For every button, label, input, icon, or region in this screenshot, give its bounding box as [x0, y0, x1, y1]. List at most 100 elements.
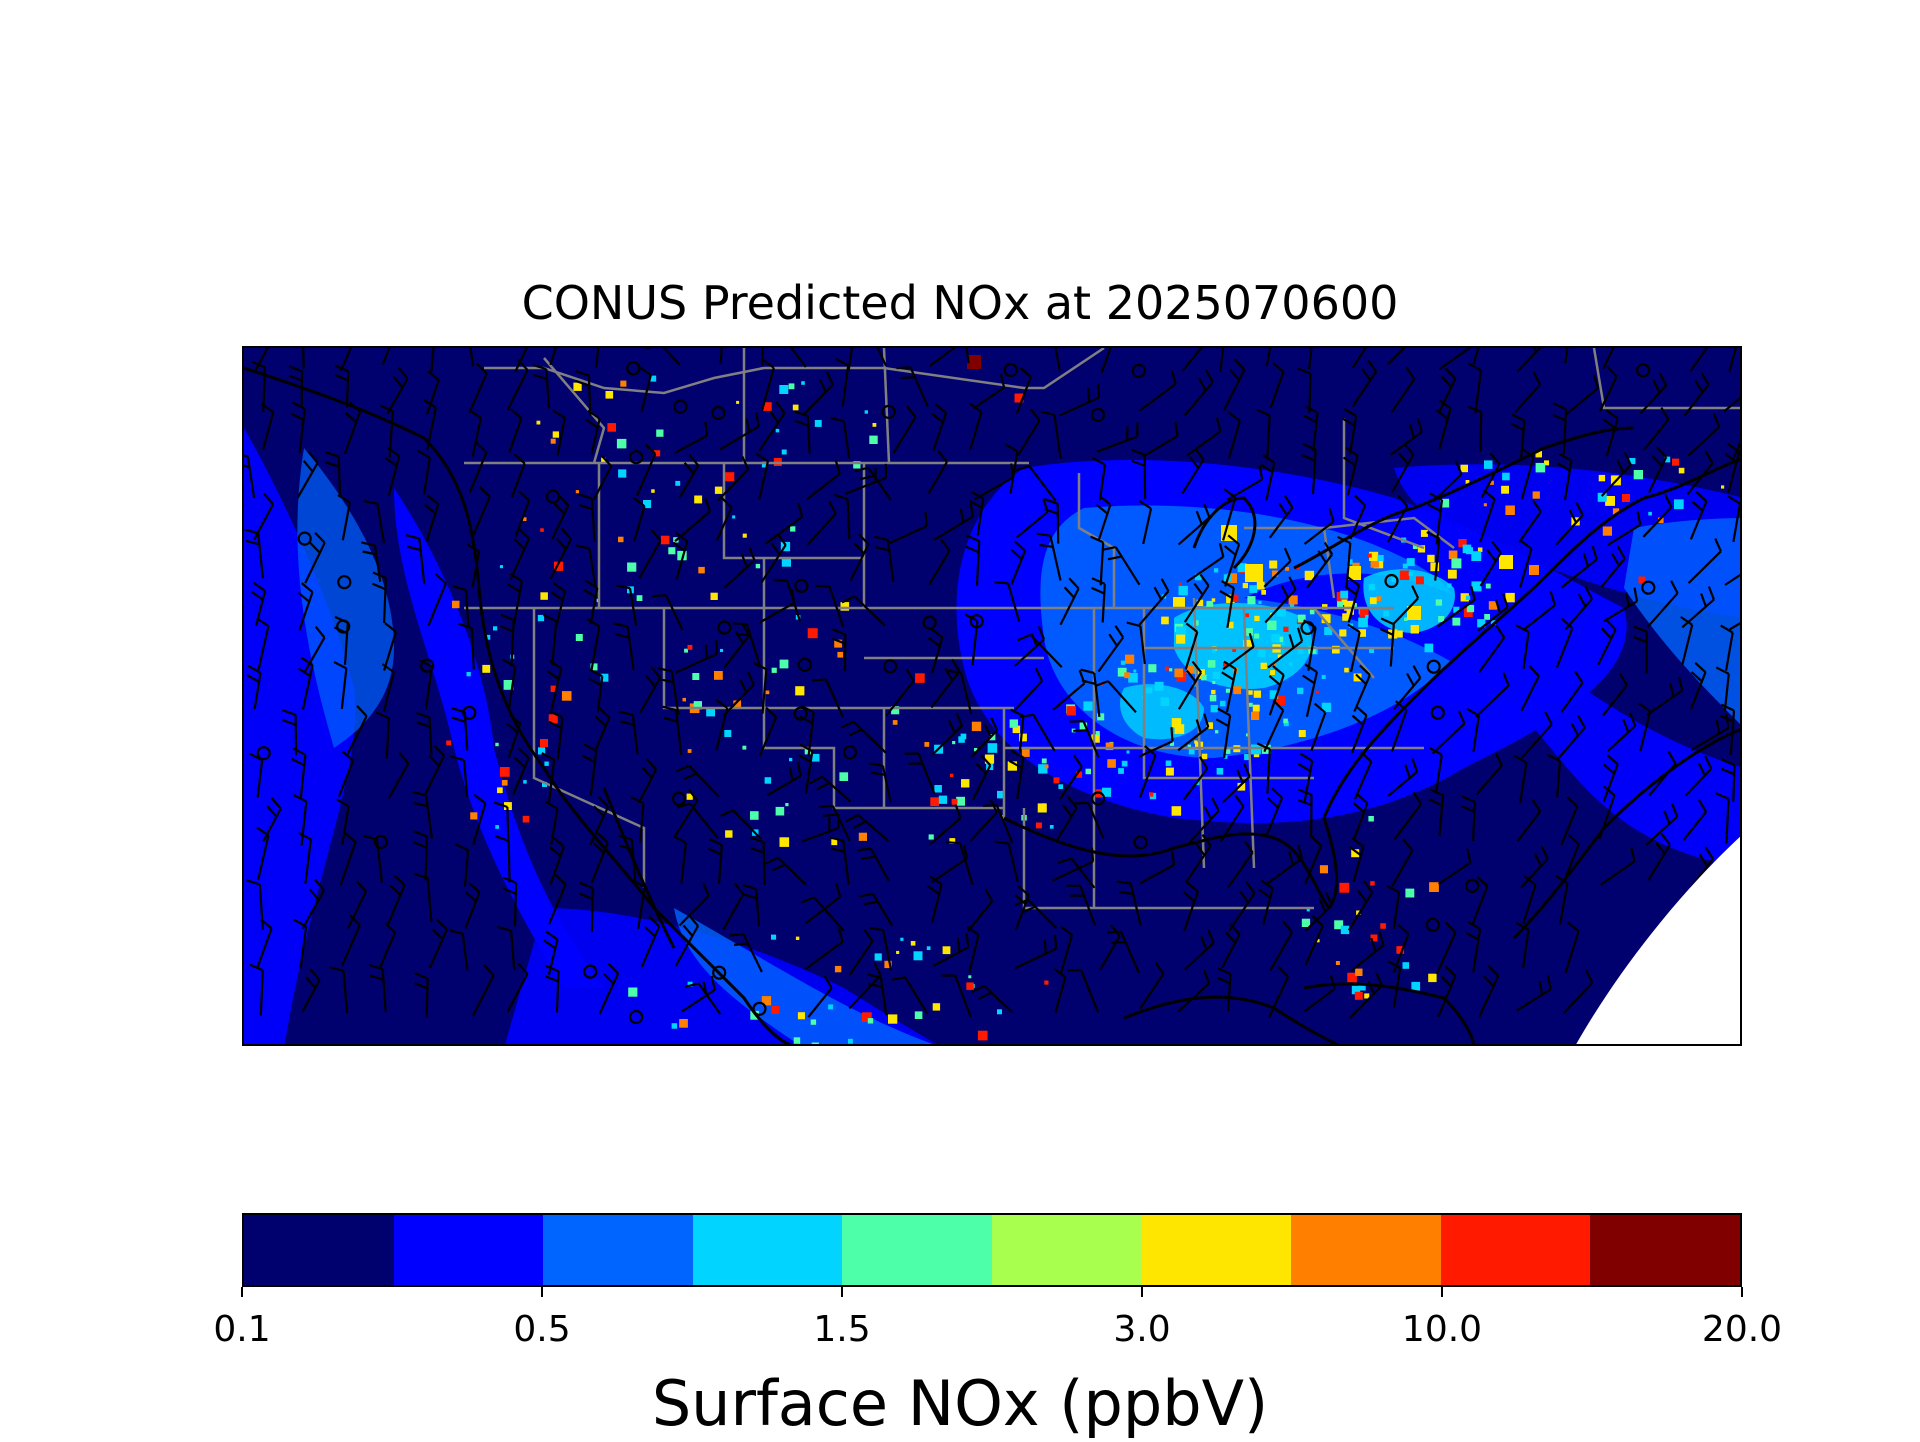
wind-barb-flag	[660, 679, 674, 682]
nox-hotspot	[1721, 485, 1724, 488]
wind-barb-flag	[941, 540, 950, 551]
wind-barb-flag	[484, 965, 493, 975]
nox-hotspot	[1428, 974, 1436, 982]
wind-barb-flag	[589, 679, 601, 686]
wind-barb-staff	[507, 807, 508, 844]
wind-barb-flag	[799, 755, 811, 762]
wind-barb-flag	[433, 929, 443, 939]
nox-hotspot	[1050, 825, 1054, 829]
wind-barb-staff	[653, 348, 680, 365]
wind-barb-flag	[748, 672, 754, 685]
nox-hotspot	[893, 720, 898, 725]
wind-barb-flag	[1217, 978, 1230, 984]
nox-hotspot	[493, 626, 497, 630]
wind-barb-flag	[1441, 977, 1451, 987]
wind-barb-flag	[823, 815, 837, 816]
wind-barb-flag	[415, 973, 428, 978]
nox-hotspot	[1261, 590, 1266, 595]
nox-hotspot	[1411, 982, 1420, 991]
nox-hotspot	[742, 746, 746, 750]
wind-barb-staff	[833, 806, 850, 841]
wind-barb-staff	[844, 421, 849, 458]
wind-barb-staff	[1392, 850, 1412, 886]
wind-barb-flag	[1661, 408, 1668, 420]
wind-barb-flag	[345, 833, 356, 842]
wind-barb-flag	[876, 547, 890, 550]
wind-barb-flag	[664, 718, 678, 722]
wind-barb-staff	[1229, 421, 1240, 459]
wind-barb-flag	[1058, 859, 1071, 863]
wind-barb-flag	[869, 928, 883, 930]
nox-hotspot	[446, 741, 451, 746]
wind-barb-staff	[681, 843, 686, 884]
wind-barb-flag	[1512, 415, 1525, 421]
wind-barb-flag	[586, 420, 598, 428]
nox-hotspot	[628, 988, 637, 997]
nox-hotspot	[537, 421, 541, 425]
wind-barb-flag	[1206, 370, 1213, 382]
wind-barb-staff	[1395, 804, 1421, 839]
wind-barb-staff	[1267, 416, 1269, 458]
wind-barb-flag	[562, 529, 571, 539]
wind-barb-staff	[848, 499, 850, 539]
wind-barb-staff	[263, 412, 273, 449]
nox-hotspot	[1245, 613, 1249, 617]
nox-hotspot	[1169, 668, 1172, 671]
calm-wind-marker	[1466, 880, 1478, 892]
nox-hotspot	[1208, 660, 1216, 668]
nox-hotspot	[675, 481, 680, 486]
wind-barb-staff	[426, 795, 432, 838]
wind-barb-flag	[1626, 593, 1629, 607]
wind-barb-flag	[1132, 450, 1145, 455]
nox-hotspot	[1067, 706, 1076, 715]
nox-hotspot	[1045, 765, 1049, 769]
nox-hotspot	[698, 567, 705, 574]
wind-barb-staff	[1140, 865, 1174, 883]
wind-barb-flag	[559, 495, 569, 505]
wind-barb-flag	[849, 730, 862, 736]
nox-hotspot	[828, 1004, 833, 1009]
wind-barb-flag	[413, 792, 427, 795]
wind-barb-flag	[817, 783, 829, 790]
nox-hotspot	[1322, 675, 1326, 679]
wind-barb-staff	[1564, 983, 1593, 1014]
wind-barb-flag	[907, 406, 916, 417]
nox-hotspot	[1355, 992, 1363, 1000]
nox-hotspot	[1358, 618, 1368, 628]
calm-wind-marker	[1005, 364, 1017, 376]
wind-barb-staff	[968, 901, 992, 931]
wind-barb-flag	[1701, 373, 1708, 385]
wind-barb-flag	[790, 767, 792, 781]
wind-barb-staff	[1270, 932, 1292, 970]
nox-hotspot	[1220, 701, 1226, 707]
wind-barb-staff	[1733, 765, 1734, 802]
colorbar-segment-4	[842, 1215, 992, 1285]
wind-barb-flag	[542, 753, 554, 760]
wind-barb-flag	[1467, 849, 1470, 863]
wind-barb-flag	[515, 758, 525, 768]
wind-barb-staff	[984, 986, 1012, 1012]
wind-barb-staff	[1187, 431, 1220, 455]
wind-barb-flag	[414, 803, 428, 806]
wind-barb-staff	[1229, 893, 1254, 930]
wind-barb-staff	[389, 763, 408, 798]
wind-barb-flag	[1208, 930, 1213, 943]
wind-barb-flag	[907, 669, 914, 681]
wind-barb-flag	[1410, 424, 1414, 438]
wind-barb-staff	[1228, 974, 1230, 1011]
wind-barb-staff	[933, 947, 968, 966]
wind-barb-staff	[639, 541, 660, 579]
plot-title: CONUS Predicted NOx at 2025070600	[0, 274, 1920, 332]
wind-barb-flag	[1514, 756, 1526, 763]
wind-barb-flag	[1387, 886, 1399, 893]
nox-hotspot	[656, 430, 663, 437]
wind-barb-staff	[511, 931, 514, 971]
wind-barb-flag	[639, 367, 651, 375]
wind-barb-flag	[1055, 935, 1056, 949]
wind-barb-flag	[394, 377, 403, 388]
nox-hotspot	[1405, 889, 1414, 898]
wind-barb-flag	[551, 592, 563, 600]
wind-barb-staff	[675, 436, 707, 453]
wind-barb-staff	[1271, 372, 1284, 408]
wind-barb-flag	[590, 670, 602, 677]
